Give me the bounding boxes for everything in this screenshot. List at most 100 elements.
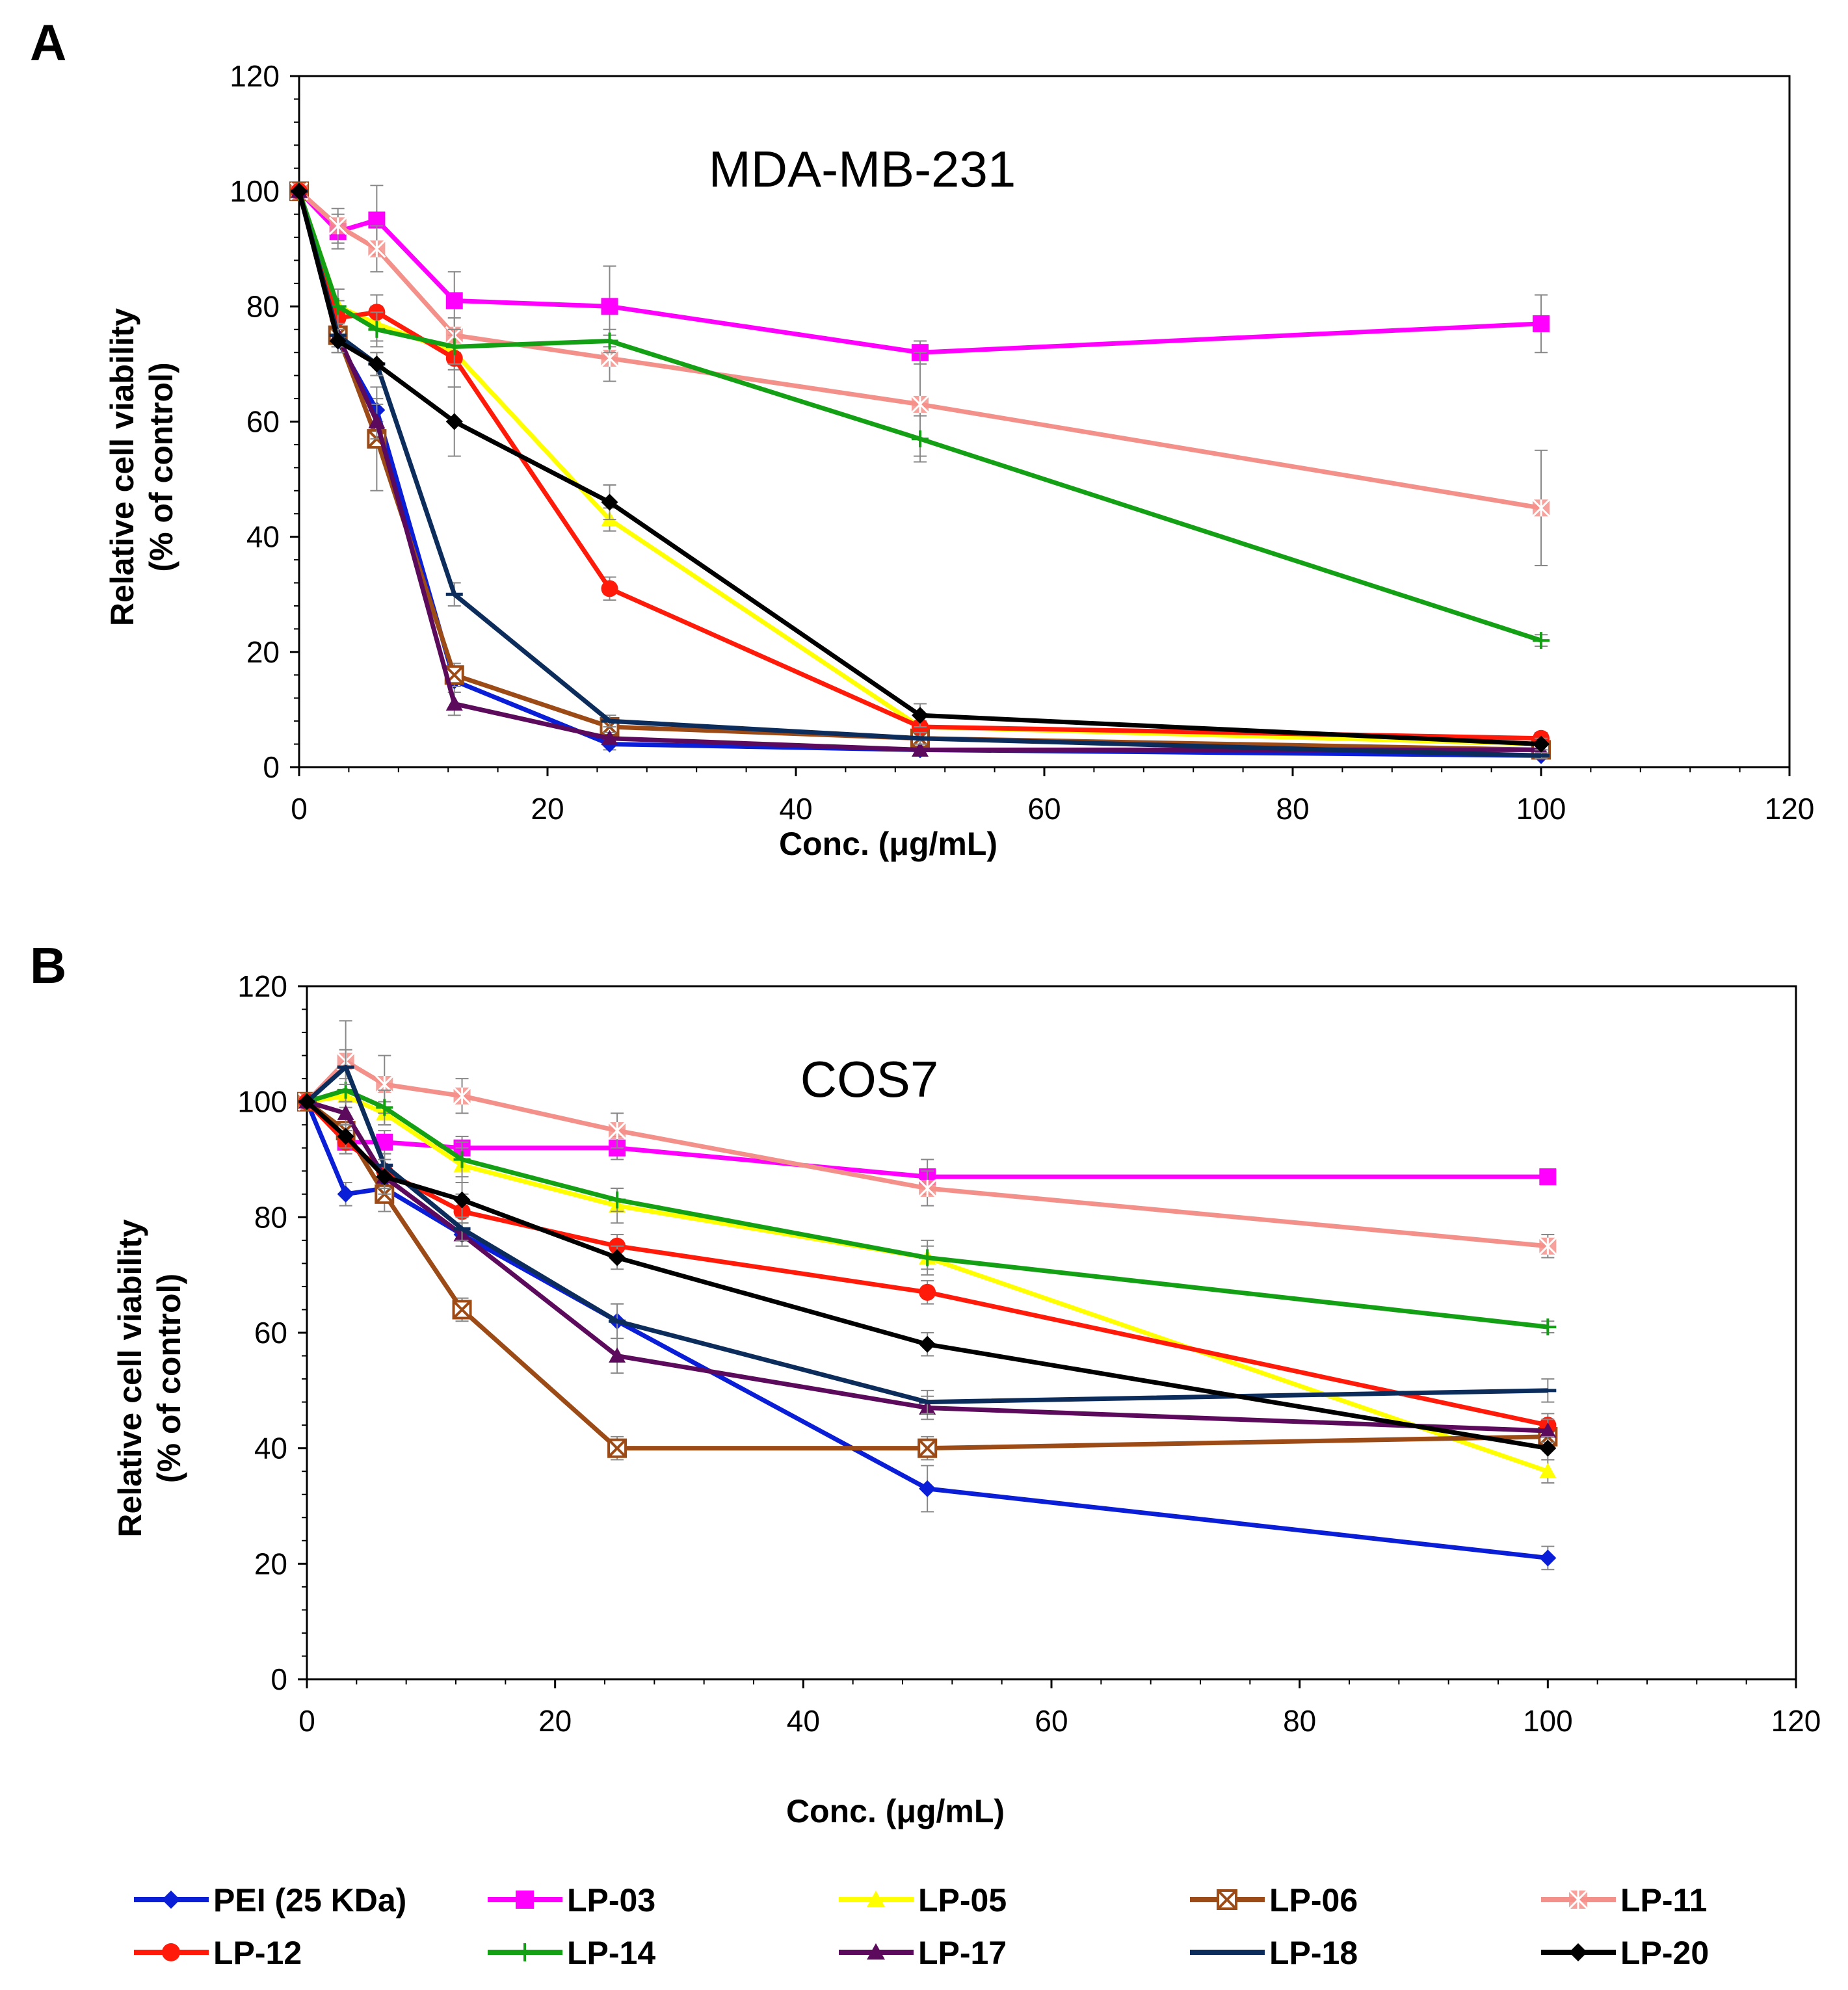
panel-b-series-lp-17-point (1539, 1422, 1557, 1438)
panel-a-series-lp-14-point (912, 430, 929, 448)
legend-item-lp-12: LP-12 (134, 1935, 302, 1971)
panel-a-series-lp-18-line (297, 190, 1542, 758)
legend-item-lp-14-label: LP-14 (567, 1935, 655, 1971)
panel-a-series-lp-11-point (328, 216, 347, 235)
panel-a-series-lp-14-point-shape (601, 332, 618, 350)
panel-b-series-lp-12-point-shape (919, 1283, 936, 1301)
legend-item-lp-18: LP-18 (1190, 1935, 1358, 1971)
panel-b-y-axis-title-line1: Relative cell viability (112, 1219, 148, 1537)
panel-a-series-lp-12-line (297, 190, 1542, 741)
legend-item-lp-06: LP-06 (1190, 1882, 1358, 1918)
panel-a-series-lp-03-line (297, 189, 1542, 355)
panel-b-series-lp-20-point (1539, 1439, 1557, 1457)
panel-b-series-lp-20-point (919, 1335, 936, 1353)
panel-b-series-lp-11-point-star (918, 1179, 937, 1198)
panel-b-series-lp-03-point-shape (1539, 1168, 1557, 1186)
panel-b-series-lp-20-point (376, 1168, 393, 1186)
panel-b-series-lp-20-point (337, 1127, 354, 1145)
legend-item-lp-12-swatch-marker-shape (162, 1943, 180, 1961)
panel-b-series-lp-14-point (919, 1249, 936, 1266)
panel-a-series-lp-20-point (368, 355, 386, 373)
legend-item-lp-14: LP-14 (488, 1935, 655, 1971)
panel-a-series-lp-17-line (297, 190, 1541, 752)
panel-b-series-lp-14-point-shape (609, 1191, 626, 1209)
panel-a-plot-frame (298, 75, 1791, 768)
panel-b-series-lp-14-point-shape (1539, 1318, 1557, 1336)
panel-b-series-lp-20-point-shape (453, 1191, 471, 1209)
panel-b-series-pei-25-kda-point (337, 1185, 354, 1203)
panel-b-x-tick-label: 80 (1283, 1704, 1316, 1738)
panel-b-series-lp-05-point (1539, 1463, 1557, 1478)
panel-a-series-lp-14-point-shape (445, 338, 463, 356)
panel-a-x-tick-label: 40 (779, 792, 812, 826)
panel-b-x-tick-label: 40 (787, 1704, 820, 1738)
panel-a-series-lp-20-point (912, 707, 929, 724)
legend: PEI (25 KDa) LP-03 LP-05 LP-06 LP-11 LP-12 LP-… (134, 1882, 1709, 1971)
legend-item-lp-17-swatch-marker-shape (867, 1943, 885, 1960)
panel-a-series-lp-18 (291, 189, 1550, 759)
panel-b-series-lp-12-point (919, 1283, 936, 1301)
panel-a-x-tick-label: 80 (1276, 792, 1309, 826)
panel-b-series-pei-25-kda-point-shape (919, 1480, 936, 1497)
panel-a-series-lp-20-point-shape (912, 707, 929, 724)
panel-b-series-lp-17-point (609, 1347, 626, 1363)
panel-a-series-lp-03-point-shape (445, 292, 463, 309)
panel-a-series-lp-17-point (912, 741, 929, 757)
panel-b-x-tick-label: 100 (1523, 1704, 1573, 1738)
panel-a-series-lp-12-point (601, 580, 618, 597)
legend-item-lp-20-swatch-marker (1569, 1943, 1587, 1961)
panel-a-y-tick-label: 60 (246, 405, 280, 439)
panel-a-y-tick-label: 80 (246, 289, 280, 323)
panel-a-series-lp-11-point (367, 239, 386, 258)
panel-b-x-axis-title: Conc. (μg/mL) (786, 1793, 1005, 1829)
panel-b-series-pei-25-kda-point (919, 1480, 936, 1497)
panel-a-series-lp-17-point (445, 695, 463, 711)
panel-a-x-tick-label: 20 (531, 792, 564, 826)
panel-b-plot-frame (306, 985, 1797, 1681)
panel-a-series-lp-17 (291, 183, 1550, 757)
panel-a-y-tick-label: 20 (246, 635, 280, 669)
panel-b-series-lp-14-point-shape (453, 1151, 471, 1168)
legend-item-lp-20-swatch-marker-shape (1569, 1943, 1587, 1961)
panel-a-y-tick-label: 40 (246, 520, 280, 554)
panel-b-y-tick-label: 100 (237, 1085, 287, 1119)
panel-b-series-lp-20-point-shape (919, 1335, 936, 1353)
legend-item-pei-25-kda-swatch-marker-shape (162, 1891, 180, 1909)
panel-b-series-lp-06-point (917, 1438, 938, 1458)
panel-a-series-lp-06-line (297, 190, 1542, 752)
panel-a-series-lp-20 (291, 183, 1550, 753)
panel-b-y-tick-label: 80 (254, 1200, 287, 1234)
panel-a-x-tick-label: 100 (1516, 792, 1566, 826)
panel-a-y-axis-title-line1: Relative cell viability (104, 308, 140, 626)
panel-a-series-lp-20-point (601, 493, 618, 511)
panel-a-series-lp-03-point-shape (601, 298, 618, 315)
panel-b-y-tick-label: 0 (271, 1662, 287, 1696)
panel-b-series-lp-14-point-shape (919, 1249, 936, 1266)
panel-a-series-lp-12-point-shape (601, 580, 618, 597)
panel-a-series-lp-11-point (910, 395, 930, 413)
legend-item-lp-03: LP-03 (488, 1882, 655, 1918)
panel-b-series-lp-20-point-shape (376, 1168, 393, 1186)
legend-item-lp-06-label: LP-06 (1269, 1882, 1358, 1918)
panel-b-series-lp-17-point-shape (337, 1105, 354, 1120)
legend-item-lp-12-swatch-marker (162, 1943, 180, 1961)
panel-a-series-lp-20-point-shape (291, 183, 308, 200)
legend-item-lp-17-label: LP-17 (918, 1935, 1007, 1971)
panel-b-y-axis-title-line2: (% of control) (151, 1274, 187, 1483)
panel-b-series-lp-06-point-cross (607, 1439, 627, 1458)
panel-b-series-lp-17-point-shape (1539, 1422, 1557, 1438)
panel-b-y-tick-label: 20 (254, 1547, 287, 1580)
legend-item-lp-18-label: LP-18 (1269, 1935, 1358, 1971)
legend-item-lp-17: LP-17 (839, 1935, 1007, 1971)
panel-a-series-lp-11-point (1531, 499, 1551, 517)
panel-a-y-axis-title-line2: (% of control) (143, 362, 179, 571)
panel-b-series-lp-20-point (298, 1093, 315, 1110)
legend-item-lp-05-swatch-marker (867, 1891, 885, 1907)
panel-a-y-tick-label: 0 (263, 750, 280, 784)
panel-a-series-lp-03-point (1533, 315, 1550, 332)
panel-b-y-tick-label: 40 (254, 1432, 287, 1465)
panel-a-x-tick-label: 60 (1027, 792, 1061, 826)
panel-b-series-pei-25-kda-point-shape (337, 1185, 354, 1203)
panel-a-chart-title: MDA-MB-231 (709, 140, 1016, 198)
panel-b-series-lp-11-point-star (608, 1121, 627, 1140)
